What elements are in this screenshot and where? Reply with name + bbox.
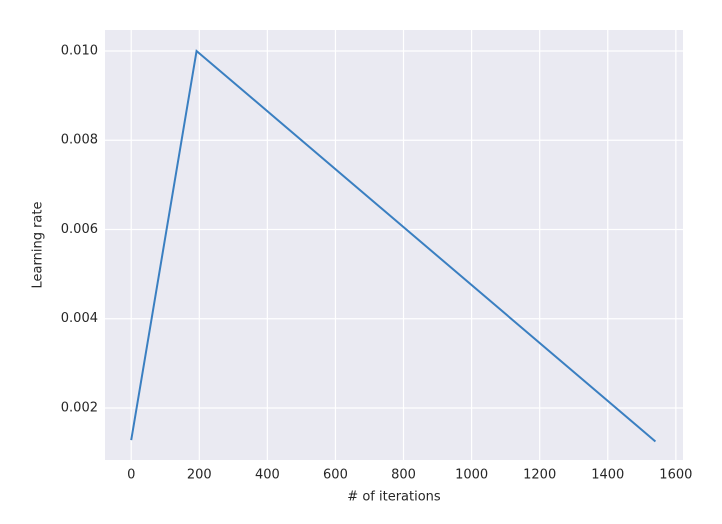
x-tick-label: 1400: [591, 468, 624, 483]
x-tick-label: 1000: [455, 468, 488, 483]
y-axis-label: Learning rate: [31, 202, 46, 289]
y-tick-label: 0.006: [61, 222, 98, 237]
x-axis-label: # of iterations: [347, 490, 441, 505]
y-tick-label: 0.002: [61, 401, 98, 416]
x-tick-label: 200: [187, 468, 212, 483]
x-tick-label: 800: [391, 468, 416, 483]
plot-area: [105, 30, 683, 460]
x-tick-label: 0: [127, 468, 135, 483]
y-tick-label: 0.010: [61, 43, 98, 58]
data-line: [130, 49, 657, 443]
x-tick-label: 600: [323, 468, 348, 483]
x-tick-label: 1200: [523, 468, 556, 483]
x-tick-label: 400: [255, 468, 280, 483]
y-tick-label: 0.008: [61, 133, 98, 148]
y-tick-label: 0.004: [61, 311, 98, 326]
x-tick-label: 1600: [659, 468, 692, 483]
